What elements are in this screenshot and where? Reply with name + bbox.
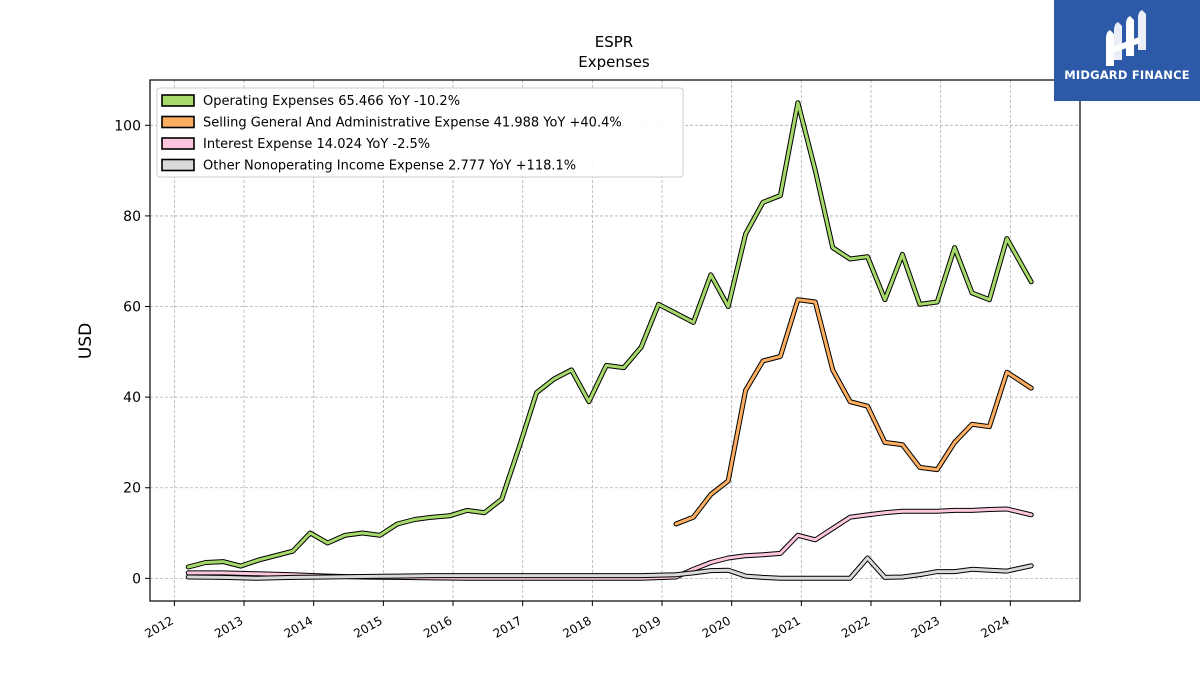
legend-label: Interest Expense 14.024 YoY -2.5%	[203, 137, 430, 152]
y-tick-label: 0	[132, 571, 141, 587]
legend-swatch	[161, 158, 195, 172]
series-outline	[185, 506, 1034, 581]
x-tick-label: 2022	[839, 613, 872, 640]
series-lines	[185, 100, 1034, 581]
legend-label: Selling General And Administrative Expen…	[203, 116, 622, 131]
series-line	[186, 556, 1033, 580]
chart-title: ESPR	[595, 33, 633, 51]
logo-text: MIDGARD FINANCE	[1064, 68, 1190, 82]
legend-label: Other Nonoperating Income Expense 2.777 …	[203, 159, 576, 174]
y-tick-label: 40	[123, 390, 141, 406]
y-tick-label: 20	[123, 481, 141, 497]
x-tick-label: 2018	[560, 613, 593, 640]
y-axis-label: USD	[76, 323, 96, 359]
legend-label: Operating Expenses 65.466 YoY -10.2%	[203, 94, 460, 109]
series-line	[186, 101, 1033, 569]
series-line	[186, 507, 1033, 580]
x-tick-label: 2024	[978, 613, 1011, 640]
x-ticks: 2012 2013 2014 2015 2016 2017 2018 2019 2020 2021…	[142, 601, 1012, 641]
x-tick-label: 2014	[282, 613, 315, 640]
legend-box	[156, 87, 684, 178]
x-tick-label: 2012	[142, 613, 175, 640]
x-tick-label: 2013	[212, 613, 245, 640]
y-tick-label: 100	[114, 118, 141, 134]
y-tick-label: 80	[123, 209, 141, 225]
x-tick-label: 2015	[351, 613, 384, 640]
x-tick-label: 2021	[769, 613, 802, 640]
legend: Operating Expenses 65.466 YoY -10.2% Sell…	[156, 87, 684, 178]
midgard-logo-icon	[1106, 10, 1146, 66]
x-tick-label: 2016	[421, 613, 454, 640]
series-3	[185, 555, 1034, 581]
x-tick-label: 2023	[909, 613, 942, 640]
x-tick-label: 2020	[700, 613, 733, 640]
series-1	[673, 297, 1034, 527]
legend-swatch	[161, 115, 195, 129]
series-2	[185, 506, 1034, 581]
chart-subtitle: Expenses	[578, 53, 650, 71]
plot-frame	[149, 79, 1081, 602]
series-outline	[673, 297, 1034, 527]
series-line	[674, 298, 1033, 526]
y-ticks: 0 20 40 60 80 100	[114, 118, 150, 587]
legend-swatch	[161, 137, 195, 150]
x-tick-label: 2017	[491, 613, 524, 640]
series-0	[185, 100, 1034, 570]
x-tick-label: 2019	[630, 613, 663, 640]
legend-swatch	[161, 94, 195, 107]
midgard-finance-logo: MIDGARD FINANCE	[1054, 0, 1200, 101]
y-tick-label: 60	[123, 300, 141, 316]
